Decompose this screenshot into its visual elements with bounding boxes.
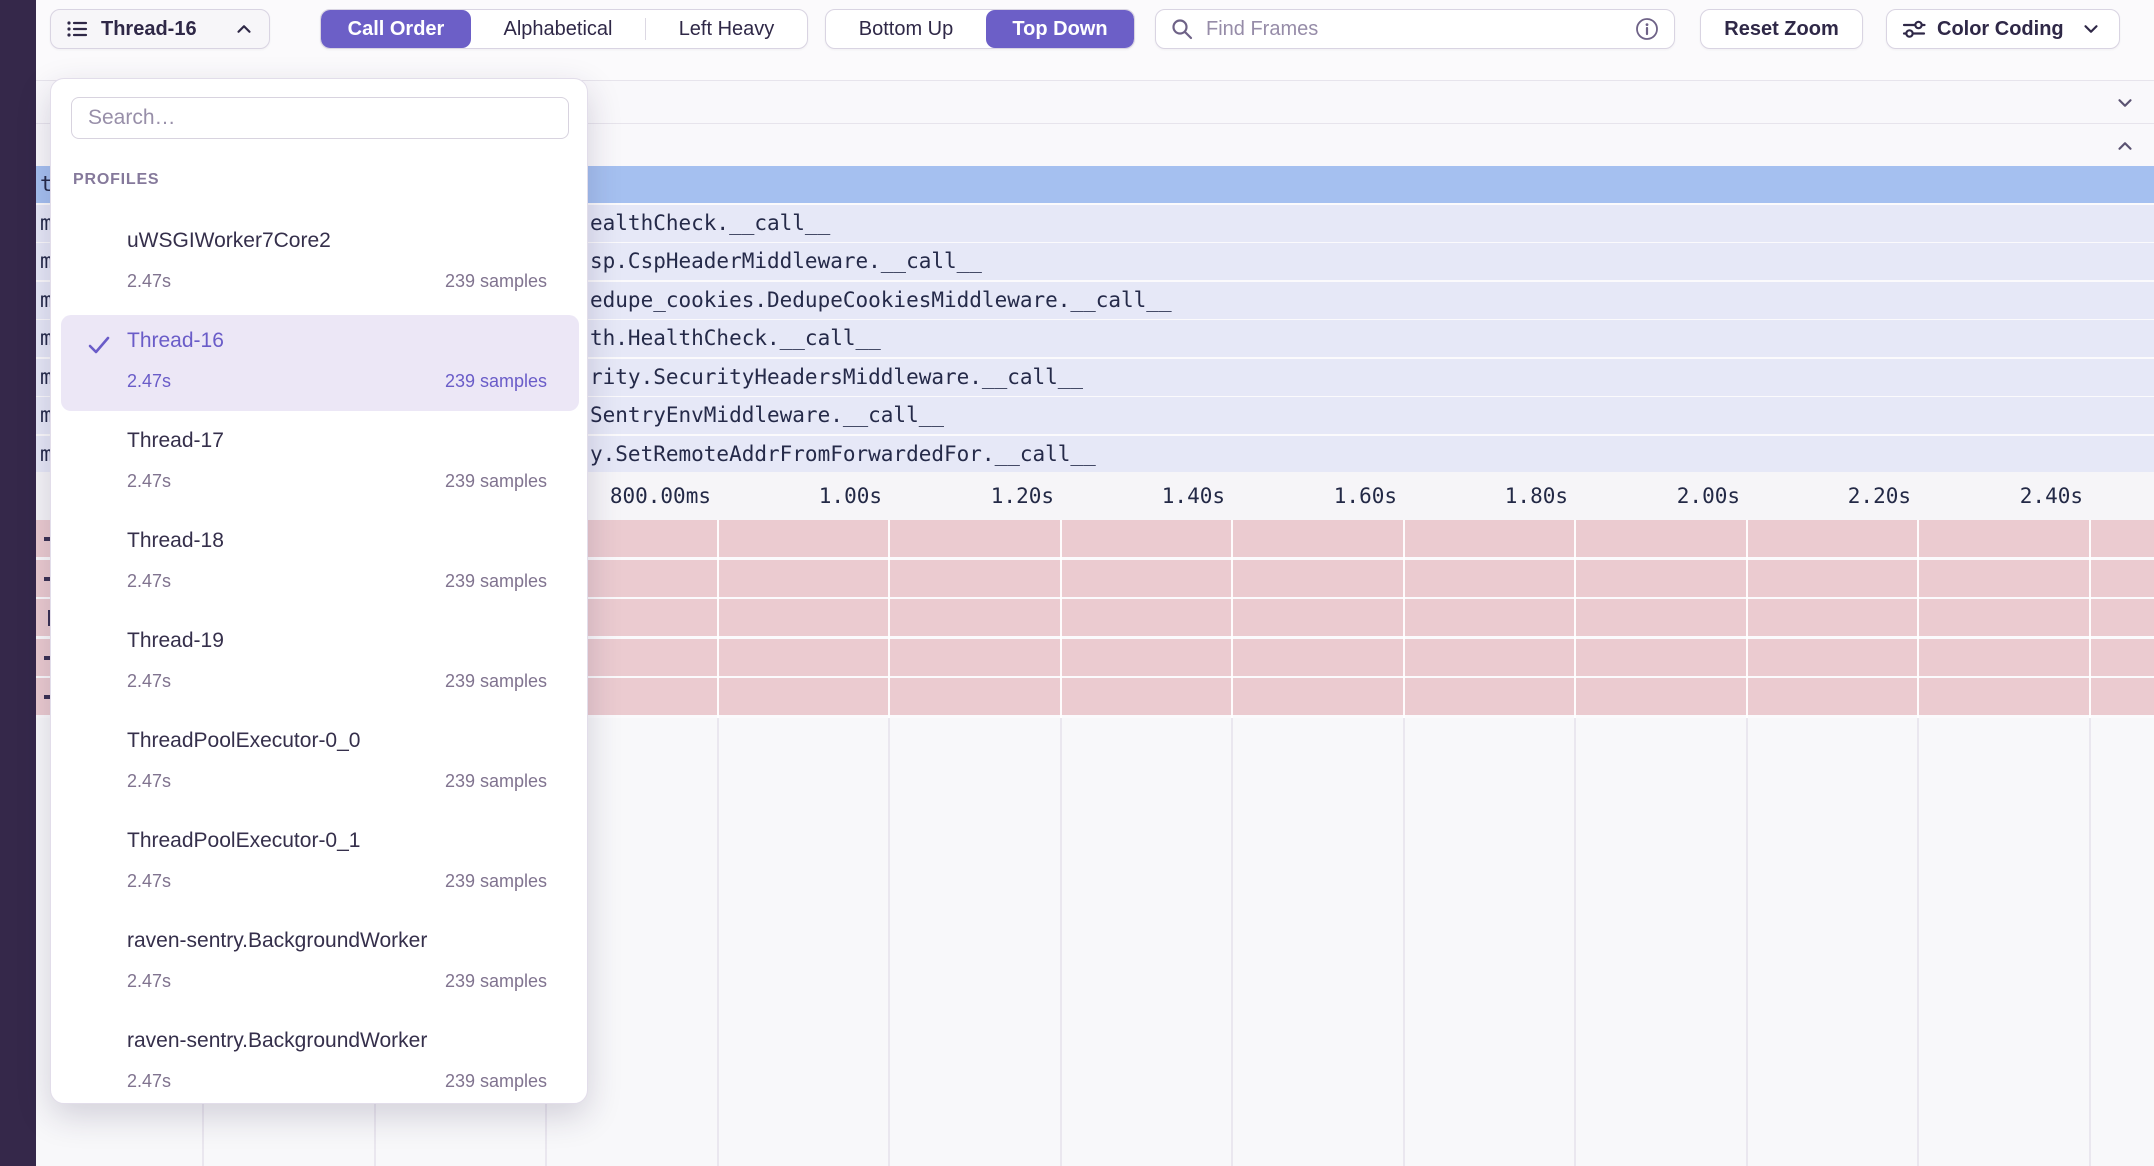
chevron-up-icon[interactable] <box>2114 135 2136 157</box>
frame-label: th.HealthCheck.__call__ <box>590 320 881 357</box>
frame-label: rity.SecurityHeadersMiddleware.__call__ <box>590 359 1083 396</box>
profile-name: Thread-18 <box>127 529 224 553</box>
profile-name: ThreadPoolExecutor-0_1 <box>127 829 360 853</box>
grid-line <box>1746 520 1748 718</box>
profile-duration: 2.47s <box>127 871 171 892</box>
profile-name: Thread-17 <box>127 429 224 453</box>
chevron-down-icon <box>2080 18 2102 40</box>
grid-line <box>1060 520 1062 718</box>
axis-tick-label: 1.80s <box>1398 472 1568 520</box>
frame-label: edupe_cookies.DedupeCookiesMiddleware.__… <box>590 282 1172 319</box>
flamegraph-toolbar: Thread-16 Call Order Alphabetical Left H… <box>0 0 2154 80</box>
profile-option[interactable]: uWSGIWorker7Core2 2.47s 239 samples <box>61 215 579 311</box>
grid-line <box>1231 718 1233 1166</box>
profile-name: Thread-16 <box>127 329 224 353</box>
profiles-section-label: PROFILES <box>73 171 159 189</box>
profile-name: Thread-19 <box>127 629 224 653</box>
profile-duration: 2.47s <box>127 771 171 792</box>
axis-tick-label: 1.60s <box>1227 472 1397 520</box>
profile-samples: 239 samples <box>445 1071 547 1092</box>
profile-duration: 2.47s <box>127 671 171 692</box>
profile-name: ThreadPoolExecutor-0_0 <box>127 729 360 753</box>
sort-option-left-heavy[interactable]: Left Heavy <box>646 10 807 48</box>
thread-list-icon <box>65 17 89 41</box>
grid-line <box>2089 718 2091 1166</box>
grid-line <box>1574 520 1576 718</box>
profile-option[interactable]: raven-sentry.BackgroundWorker 2.47s 239 … <box>61 1015 579 1111</box>
search-icon <box>1170 17 1194 41</box>
profile-duration: 2.47s <box>127 571 171 592</box>
axis-tick-label: 1.00s <box>712 472 882 520</box>
profile-samples: 239 samples <box>445 671 547 692</box>
profile-samples: 239 samples <box>445 771 547 792</box>
grid-line <box>717 520 719 718</box>
grid-line <box>888 718 890 1166</box>
chevron-up-icon <box>233 18 255 40</box>
grid-line <box>1403 520 1405 718</box>
profile-name: raven-sentry.BackgroundWorker <box>127 929 427 953</box>
grid-line <box>1746 718 1748 1166</box>
grid-line <box>888 520 890 718</box>
direction-segmented-control: Bottom Up Top Down <box>825 9 1135 49</box>
sort-option-call-order[interactable]: Call Order <box>321 10 471 48</box>
profile-option[interactable]: raven-sentry.BackgroundWorker 2.47s 239 … <box>61 915 579 1011</box>
chevron-down-icon[interactable] <box>2114 92 2136 114</box>
checkmark-icon <box>85 331 113 359</box>
thread-selector-label: Thread-16 <box>101 18 221 41</box>
frame-label: SentryEnvMiddleware.__call__ <box>590 397 944 434</box>
info-icon[interactable] <box>1634 16 1660 42</box>
grid-line <box>717 718 719 1166</box>
thread-selector-button[interactable]: Thread-16 <box>50 9 270 49</box>
direction-option-top-down[interactable]: Top Down <box>986 10 1134 48</box>
find-frames-input[interactable] <box>1206 11 1622 47</box>
profile-samples: 239 samples <box>445 571 547 592</box>
grid-line <box>2089 520 2091 718</box>
profile-duration: 2.47s <box>127 271 171 292</box>
axis-tick-label: 1.40s <box>1055 472 1225 520</box>
profile-samples: 239 samples <box>445 271 547 292</box>
sort-segmented-control: Call Order Alphabetical Left Heavy <box>320 9 808 49</box>
profile-option[interactable]: ThreadPoolExecutor-0_0 2.47s 239 samples <box>61 715 579 811</box>
profile-option[interactable]: Thread-17 2.47s 239 samples <box>61 415 579 511</box>
direction-option-bottom-up[interactable]: Bottom Up <box>826 10 986 48</box>
color-coding-label: Color Coding <box>1937 18 2064 41</box>
profile-duration: 2.47s <box>127 371 171 392</box>
profile-samples: 239 samples <box>445 371 547 392</box>
profile-name: uWSGIWorker7Core2 <box>127 229 331 253</box>
profile-samples: 239 samples <box>445 471 547 492</box>
thread-search-input[interactable] <box>71 97 569 139</box>
app-sidebar-edge <box>0 0 36 1166</box>
axis-tick-label: 2.00s <box>1570 472 1740 520</box>
sort-option-alphabetical[interactable]: Alphabetical <box>471 10 645 48</box>
frame-label: ealthCheck.__call__ <box>590 205 830 242</box>
profile-samples: 239 samples <box>445 871 547 892</box>
frame-label: sp.CspHeaderMiddleware.__call__ <box>590 243 982 280</box>
profile-duration: 2.47s <box>127 971 171 992</box>
grid-line <box>1403 718 1405 1166</box>
profile-option[interactable]: Thread-18 2.47s 239 samples <box>61 515 579 611</box>
profile-option-selected[interactable]: Thread-16 2.47s 239 samples <box>61 315 579 411</box>
axis-tick-label: 1.20s <box>884 472 1054 520</box>
thread-dropdown-panel: PROFILES uWSGIWorker7Core2 2.47s 239 sam… <box>50 78 588 1104</box>
grid-line <box>1917 718 1919 1166</box>
color-coding-button[interactable]: Color Coding <box>1886 9 2120 49</box>
grid-line <box>1574 718 1576 1166</box>
reset-zoom-button[interactable]: Reset Zoom <box>1700 9 1863 49</box>
grid-line <box>1917 520 1919 718</box>
profile-option[interactable]: ThreadPoolExecutor-0_1 2.47s 239 samples <box>61 815 579 911</box>
axis-tick-label: 2.20s <box>1741 472 1911 520</box>
grid-line <box>1060 718 1062 1166</box>
profile-name: raven-sentry.BackgroundWorker <box>127 1029 427 1053</box>
profile-duration: 2.47s <box>127 471 171 492</box>
profile-samples: 239 samples <box>445 971 547 992</box>
profile-option[interactable]: Thread-19 2.47s 239 samples <box>61 615 579 711</box>
find-frames-field[interactable] <box>1155 9 1675 49</box>
sliders-icon <box>1901 16 1927 42</box>
profile-duration: 2.47s <box>127 1071 171 1092</box>
frame-label: y.SetRemoteAddrFromForwardedFor.__call__ <box>590 436 1096 473</box>
grid-line <box>1231 520 1233 718</box>
axis-tick-label: 2.40s <box>1913 472 2083 520</box>
